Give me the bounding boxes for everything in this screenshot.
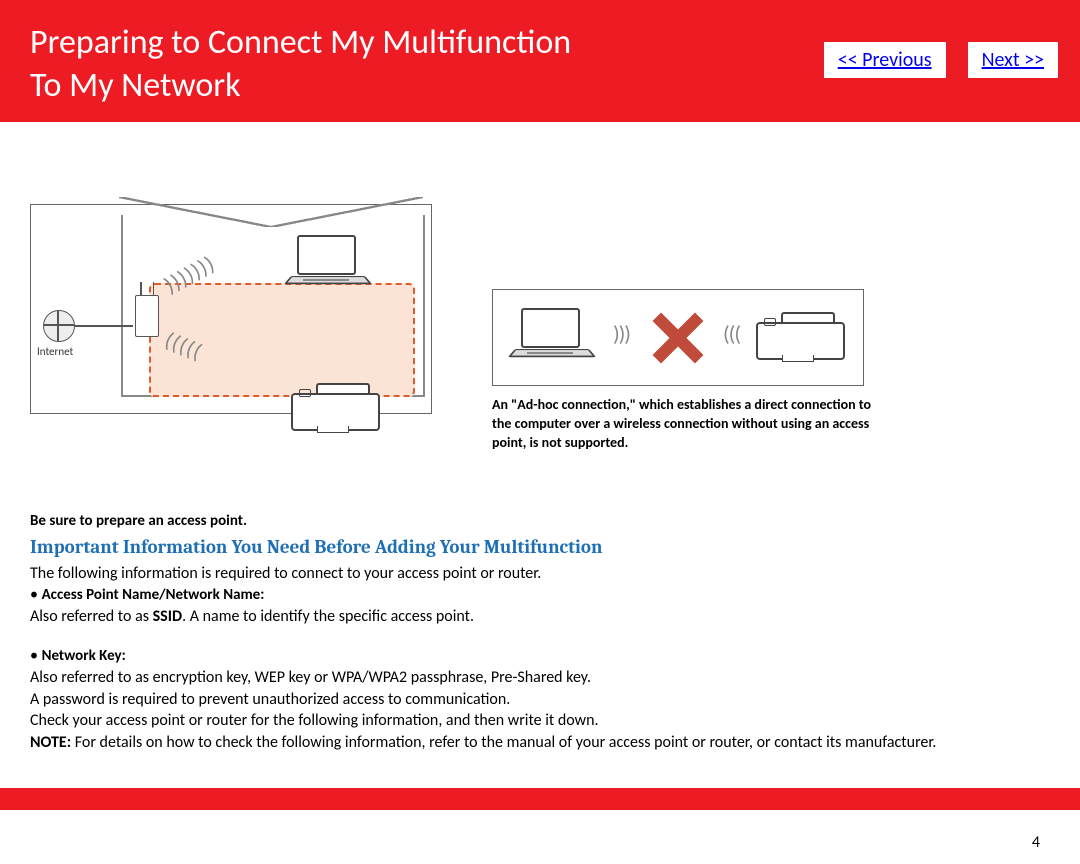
network-key-line1: Also referred to as encryption key, WEP … xyxy=(30,667,1050,689)
intro-line: The following information is required to… xyxy=(30,563,1050,585)
wire-icon xyxy=(75,325,133,327)
title-line-1: Preparing to Connect My Multifunction xyxy=(30,22,571,63)
nav-buttons: << Previous Next >> xyxy=(824,42,1058,78)
note-text: For details on how to check the followin… xyxy=(71,733,936,752)
ssid-term: SSID xyxy=(153,607,182,626)
prepare-access-point: Be sure to prepare an access point. xyxy=(30,511,1050,531)
diagram-row: Internet ) ) ) ) ) ) ) ( ( ( ( ( ) ) ) (… xyxy=(30,204,1050,453)
body-text: Be sure to prepare an access point. Impo… xyxy=(30,511,1050,754)
page-content: Internet ) ) ) ) ) ) ) ( ( ( ( ( ) ) ) (… xyxy=(0,204,1080,864)
bullet-label: Network Key: xyxy=(42,647,126,665)
text-a: Also referred to as xyxy=(30,607,153,626)
bullet-label: Access Point Name/Network Name: xyxy=(42,586,265,604)
footer-bar xyxy=(0,788,1080,810)
next-button[interactable]: Next >> xyxy=(968,42,1058,78)
bullet-ap-desc: Also referred to as SSID. A name to iden… xyxy=(30,606,1050,628)
router-icon xyxy=(135,295,159,337)
wifi-waves-icon: ( ( ( xyxy=(723,320,738,347)
laptop-icon xyxy=(291,235,361,285)
printer-icon xyxy=(291,383,376,431)
not-supported-cross-icon xyxy=(648,308,708,368)
internet-globe-icon xyxy=(43,310,75,342)
page-header: Preparing to Connect My Multifunction To… xyxy=(0,0,1080,122)
printer-icon xyxy=(756,312,841,360)
page-number: 4 xyxy=(1032,833,1040,852)
network-diagram: Internet ) ) ) ) ) ) ) ( ( ( ( ( xyxy=(30,204,432,414)
bullet-ap-name: Access Point Name/Network Name: xyxy=(30,584,1050,606)
wifi-waves-icon: ) ) ) xyxy=(613,320,628,347)
note-line: NOTE: For details on how to check the fo… xyxy=(30,732,1050,754)
laptop-icon xyxy=(515,308,585,358)
check-line: Check your access point or router for th… xyxy=(30,710,1050,732)
text-b: . A name to identify the specific access… xyxy=(182,607,474,626)
right-column: ) ) ) ( ( ( An "Ad-hoc connection," whic… xyxy=(492,204,892,453)
note-label: NOTE: xyxy=(30,733,71,752)
internet-label: Internet xyxy=(37,345,73,358)
adhoc-diagram: ) ) ) ( ( ( xyxy=(492,289,864,386)
network-key-line2: A password is required to prevent unauth… xyxy=(30,689,1050,711)
adhoc-caption: An "Ad-hoc connection," which establishe… xyxy=(492,396,892,453)
bullet-network-key: Network Key: xyxy=(30,645,1050,667)
section-title: Important Information You Need Before Ad… xyxy=(30,535,1050,561)
title-line-2: To My Network xyxy=(30,65,241,106)
previous-button[interactable]: << Previous xyxy=(824,42,946,78)
